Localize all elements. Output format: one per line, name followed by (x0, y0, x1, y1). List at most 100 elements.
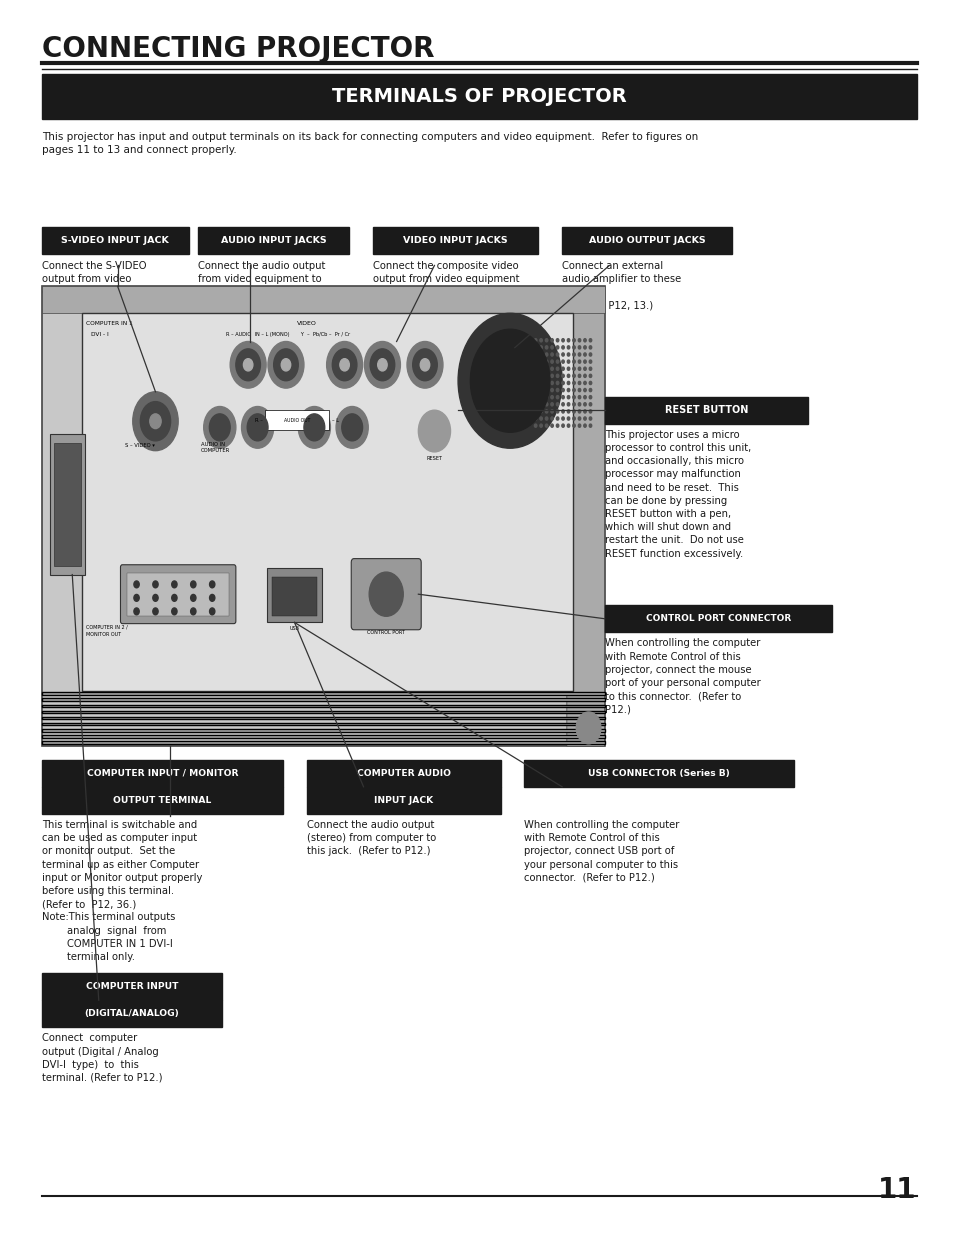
Circle shape (556, 361, 558, 363)
Circle shape (578, 338, 580, 342)
Circle shape (556, 382, 558, 384)
Text: CONTROL PORT CONNECTOR: CONTROL PORT CONNECTOR (645, 614, 790, 624)
Circle shape (567, 424, 569, 427)
Circle shape (470, 330, 549, 432)
Circle shape (364, 342, 400, 388)
Circle shape (539, 346, 541, 350)
Circle shape (210, 580, 214, 588)
Circle shape (583, 382, 585, 384)
Circle shape (556, 424, 558, 427)
Circle shape (534, 353, 537, 356)
Circle shape (152, 580, 158, 588)
Circle shape (550, 374, 553, 378)
Circle shape (545, 403, 547, 406)
FancyBboxPatch shape (42, 722, 604, 725)
Circle shape (204, 406, 235, 448)
Circle shape (545, 389, 547, 391)
Circle shape (539, 417, 541, 420)
Text: INPUT JACK: INPUT JACK (374, 795, 433, 805)
Circle shape (539, 424, 541, 427)
Circle shape (534, 389, 537, 391)
Circle shape (298, 406, 330, 448)
Circle shape (589, 395, 591, 399)
Circle shape (556, 403, 558, 406)
Circle shape (457, 314, 561, 448)
FancyBboxPatch shape (42, 710, 604, 713)
Circle shape (556, 410, 558, 412)
Text: USB: USB (289, 626, 299, 631)
Circle shape (572, 424, 575, 427)
Circle shape (556, 367, 558, 370)
Circle shape (567, 395, 569, 399)
Circle shape (583, 389, 585, 391)
Text: R – AUDIO  IN – L (MONO)       Y  –  Pb/Cb –  Pr / Cr: R – AUDIO IN – L (MONO) Y – Pb/Cb – Pr /… (226, 332, 350, 337)
FancyBboxPatch shape (120, 564, 235, 624)
Circle shape (326, 342, 362, 388)
Circle shape (561, 403, 563, 406)
Text: COMPUTER IN 2 /: COMPUTER IN 2 / (87, 625, 128, 630)
Circle shape (545, 367, 547, 370)
Circle shape (539, 374, 541, 378)
Circle shape (561, 338, 563, 342)
Circle shape (589, 424, 591, 427)
Circle shape (572, 361, 575, 363)
Circle shape (534, 338, 537, 342)
Circle shape (534, 346, 537, 350)
Circle shape (534, 374, 537, 378)
Circle shape (241, 406, 274, 448)
Circle shape (561, 417, 563, 420)
Circle shape (545, 417, 547, 420)
Circle shape (550, 367, 553, 370)
Circle shape (550, 403, 553, 406)
Circle shape (332, 348, 356, 380)
Circle shape (589, 353, 591, 356)
Circle shape (539, 367, 541, 370)
Circle shape (589, 403, 591, 406)
Circle shape (578, 346, 580, 350)
Circle shape (281, 358, 291, 370)
Circle shape (578, 410, 580, 412)
Circle shape (133, 608, 139, 615)
Circle shape (150, 414, 161, 429)
FancyBboxPatch shape (524, 760, 793, 787)
Text: This projector has input and output terminals on its back for connecting compute: This projector has input and output term… (42, 132, 698, 154)
Circle shape (534, 395, 537, 399)
Circle shape (561, 410, 563, 412)
Circle shape (583, 374, 585, 378)
Circle shape (550, 338, 553, 342)
Circle shape (550, 346, 553, 350)
FancyBboxPatch shape (42, 699, 604, 701)
Circle shape (209, 414, 230, 441)
Circle shape (583, 424, 585, 427)
FancyBboxPatch shape (604, 396, 807, 424)
FancyBboxPatch shape (42, 760, 283, 787)
Circle shape (583, 410, 585, 412)
FancyBboxPatch shape (373, 227, 537, 254)
Circle shape (572, 417, 575, 420)
Circle shape (550, 382, 553, 384)
Circle shape (589, 346, 591, 350)
Circle shape (589, 410, 591, 412)
Circle shape (567, 403, 569, 406)
Circle shape (583, 338, 585, 342)
Text: Connect the S-VIDEO
output from video
equipment to this
jack.  (Refer to P13.): Connect the S-VIDEO output from video eq… (42, 261, 147, 310)
Circle shape (539, 353, 541, 356)
Circle shape (274, 348, 298, 380)
Circle shape (172, 608, 177, 615)
Polygon shape (566, 287, 604, 746)
FancyBboxPatch shape (604, 605, 831, 632)
FancyBboxPatch shape (42, 287, 604, 314)
Circle shape (545, 382, 547, 384)
Circle shape (247, 414, 268, 441)
Circle shape (561, 389, 563, 391)
Circle shape (243, 358, 253, 370)
FancyBboxPatch shape (42, 973, 221, 1000)
Circle shape (556, 389, 558, 391)
Circle shape (567, 417, 569, 420)
Text: VIDEO: VIDEO (297, 321, 316, 326)
Circle shape (534, 382, 537, 384)
Circle shape (534, 403, 537, 406)
Circle shape (567, 389, 569, 391)
FancyBboxPatch shape (42, 1000, 221, 1028)
Circle shape (583, 353, 585, 356)
